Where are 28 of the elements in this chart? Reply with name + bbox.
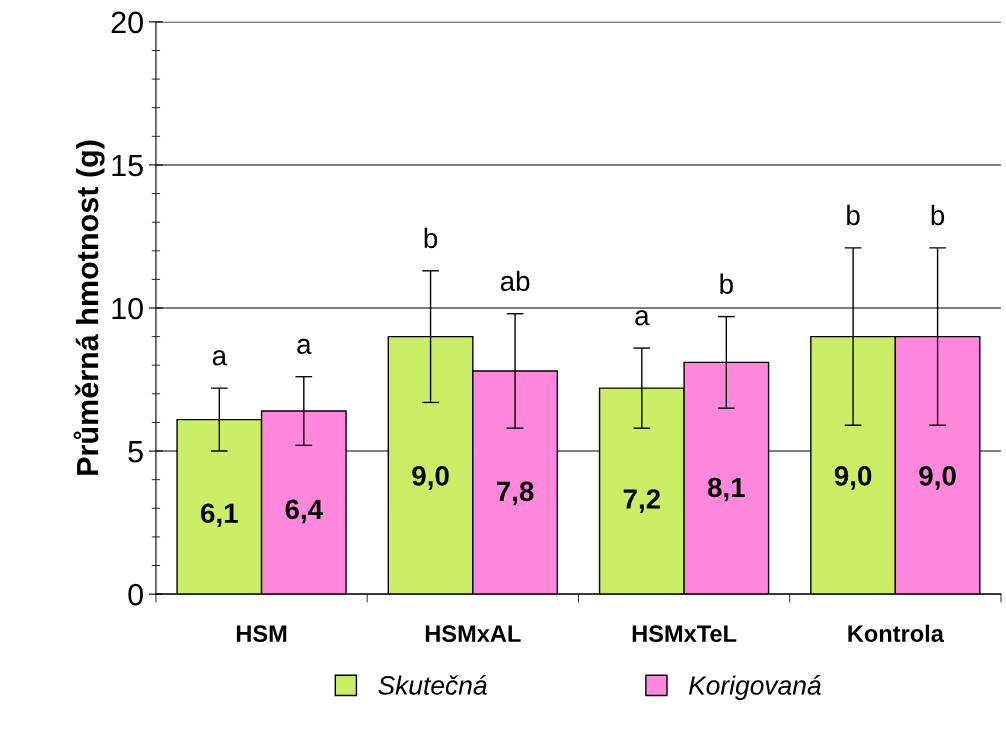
x-tick-label: Kontrola	[848, 624, 945, 643]
annotation: a	[635, 310, 650, 326]
annotation: ab	[500, 270, 530, 292]
data-label: 7,8	[496, 481, 534, 506]
annotation: b	[424, 227, 438, 249]
y-tick-label: 15	[112, 154, 143, 177]
y-axis-title: Průměrná hmotnost (g)	[73, 140, 105, 475]
data-label: 6,1	[201, 503, 238, 528]
legend-label: Korigovaná	[688, 675, 821, 701]
y-tick-label: 5	[128, 441, 143, 463]
annotation: a	[212, 350, 228, 366]
x-tick-label: HSMxAL	[425, 625, 521, 643]
annotation: b	[720, 273, 733, 294]
x-tick-label: HSMxTeL	[632, 625, 737, 643]
annotation: b	[931, 204, 945, 226]
data-label: 6,4	[285, 499, 323, 524]
data-label: 8,1	[707, 477, 745, 502]
legend-label: Skutečná	[378, 675, 487, 695]
annotation: b	[847, 204, 860, 226]
data-label: 9,0	[412, 466, 449, 490]
data-label: 9,0	[834, 466, 872, 490]
annotation: a	[297, 338, 312, 355]
data-label: 9,0	[919, 466, 956, 490]
y-tick-label: 20	[111, 11, 143, 34]
y-tick-label: 0	[128, 583, 143, 606]
x-tick-label: HSM	[236, 625, 287, 643]
data-label: 7,2	[623, 489, 661, 513]
y-tick-label: 10	[112, 297, 143, 320]
